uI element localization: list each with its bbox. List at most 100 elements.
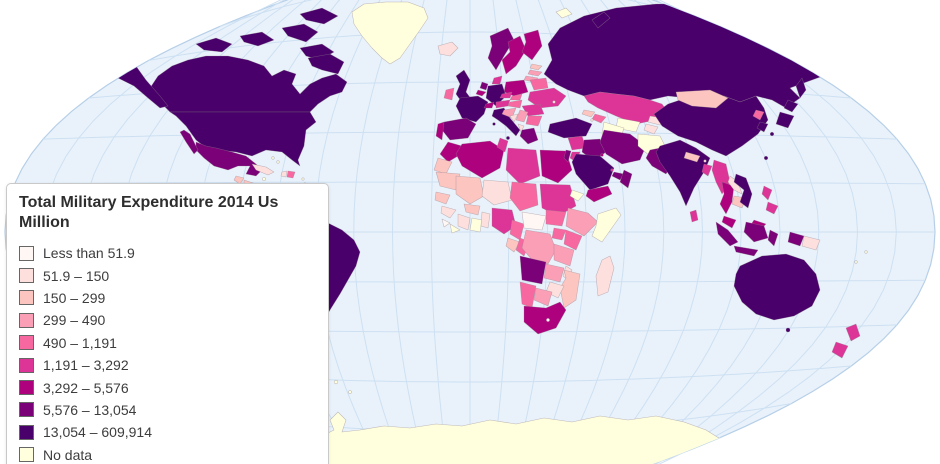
region-latvia[interactable] [527, 69, 543, 77]
region-georgia[interactable] [581, 109, 596, 118]
region-novaya-zemlya[interactable] [591, 11, 611, 29]
region-tanzania[interactable] [553, 243, 575, 267]
region-germany[interactable] [485, 83, 507, 107]
region-indonesia-kalimantan[interactable] [743, 221, 769, 243]
region-ukraine[interactable] [527, 87, 567, 109]
region-japan-hokkaido[interactable] [783, 99, 799, 113]
region-iceland[interactable] [437, 41, 459, 57]
region-czech[interactable] [499, 91, 513, 99]
region-mongolia[interactable] [675, 89, 729, 109]
region-chad[interactable] [509, 181, 539, 212]
region-nepal[interactable] [683, 151, 701, 163]
region-south-georgia[interactable] [348, 390, 352, 394]
region-lesotho[interactable] [546, 318, 550, 322]
region-albania[interactable] [517, 123, 525, 133]
region-togo-benin[interactable] [480, 211, 491, 229]
region-ghana[interactable] [469, 217, 483, 233]
region-nigeria[interactable] [491, 207, 517, 235]
region-sakhalin[interactable] [795, 77, 807, 99]
region-liberia[interactable] [449, 223, 461, 234]
region-sierra-leone[interactable] [441, 218, 451, 228]
region-ireland[interactable] [443, 87, 455, 101]
region-senegal[interactable] [434, 191, 451, 205]
region-turkey[interactable] [547, 117, 593, 139]
region-kuwait[interactable] [600, 153, 604, 157]
region-north-korea[interactable] [752, 109, 765, 121]
region-guinea[interactable] [440, 205, 457, 219]
region-israel[interactable] [563, 149, 572, 163]
region-belgium[interactable] [475, 89, 487, 97]
region-jamaica[interactable] [262, 177, 266, 181]
region-angola[interactable] [519, 255, 547, 285]
region-saudi-arabia[interactable] [571, 153, 615, 191]
region-australia[interactable] [733, 253, 821, 321]
region-canada[interactable] [195, 37, 233, 53]
region-south-sudan[interactable] [545, 209, 567, 227]
region-mexico[interactable] [195, 141, 263, 177]
region-mexico-baja[interactable] [179, 129, 199, 155]
region-usa-aleutians[interactable] [94, 68, 98, 72]
region-haiti[interactable] [280, 170, 288, 178]
region-cuba[interactable] [251, 163, 275, 176]
region-bahamas[interactable] [276, 160, 280, 164]
region-canada[interactable] [307, 53, 345, 75]
region-qatar[interactable] [610, 168, 614, 172]
region-algeria[interactable] [455, 140, 505, 179]
region-morocco[interactable] [439, 141, 463, 163]
region-yemen[interactable] [585, 185, 613, 203]
region-indonesia-sulawesi[interactable] [767, 229, 779, 247]
region-mali[interactable] [455, 175, 485, 205]
region-corsica[interactable] [492, 122, 496, 126]
region-denmark[interactable] [491, 75, 503, 85]
region-gabon[interactable] [505, 237, 521, 253]
region-usa-aleutians[interactable] [60, 80, 64, 84]
region-canada[interactable] [149, 55, 348, 113]
region-canada[interactable] [299, 7, 339, 25]
region-tasmania[interactable] [785, 327, 791, 333]
region-south-korea[interactable] [756, 121, 769, 133]
region-slovakia[interactable] [509, 93, 523, 101]
region-burkina-faso[interactable] [463, 203, 481, 216]
region-usa-aleutians[interactable] [72, 77, 76, 81]
region-finland[interactable] [521, 29, 543, 61]
region-madagascar[interactable] [595, 255, 615, 297]
region-dominican-republic[interactable] [286, 170, 296, 179]
region-somalia[interactable] [591, 207, 622, 243]
region-greece[interactable] [519, 127, 539, 145]
region-lesser-antilles[interactable] [301, 177, 305, 181]
region-falkland-islands[interactable] [333, 379, 339, 385]
region-svalbard[interactable] [555, 7, 573, 19]
region-bulgaria[interactable] [525, 115, 543, 127]
region-armenia[interactable] [590, 118, 594, 122]
region-usa-aleutians[interactable] [84, 72, 88, 76]
region-pacific-islands[interactable] [864, 250, 868, 254]
region-papua-new-guinea[interactable] [801, 235, 821, 251]
region-canada[interactable] [281, 23, 319, 43]
region-new-zealand-south[interactable] [831, 341, 849, 359]
region-central-african-republic[interactable] [521, 211, 547, 231]
region-switzerland[interactable] [483, 101, 495, 109]
region-tunisia[interactable] [496, 137, 509, 153]
region-canada[interactable] [239, 31, 275, 47]
region-bangladesh[interactable] [701, 163, 713, 177]
region-dr-congo[interactable] [521, 229, 557, 265]
region-france[interactable] [455, 95, 489, 123]
region-taiwan[interactable] [763, 155, 769, 161]
region-tajikistan[interactable] [643, 123, 659, 135]
region-azerbaijan[interactable] [591, 113, 607, 124]
region-netherlands[interactable] [479, 81, 489, 91]
region-sri-lanka[interactable] [689, 209, 699, 223]
region-norway[interactable] [487, 27, 515, 71]
region-uganda[interactable] [551, 227, 567, 241]
region-bhutan[interactable] [703, 159, 707, 163]
region-estonia[interactable] [529, 63, 543, 71]
region-uae[interactable] [611, 171, 625, 181]
region-new-zealand-north[interactable] [845, 323, 861, 342]
region-iran[interactable] [599, 129, 647, 165]
region-bahamas[interactable] [271, 156, 275, 160]
region-libya[interactable] [505, 147, 541, 185]
region-serbia[interactable] [515, 109, 529, 123]
region-malaysia[interactable] [721, 215, 737, 229]
region-japan-kyushu[interactable] [769, 131, 775, 137]
region-niger[interactable] [481, 179, 513, 206]
